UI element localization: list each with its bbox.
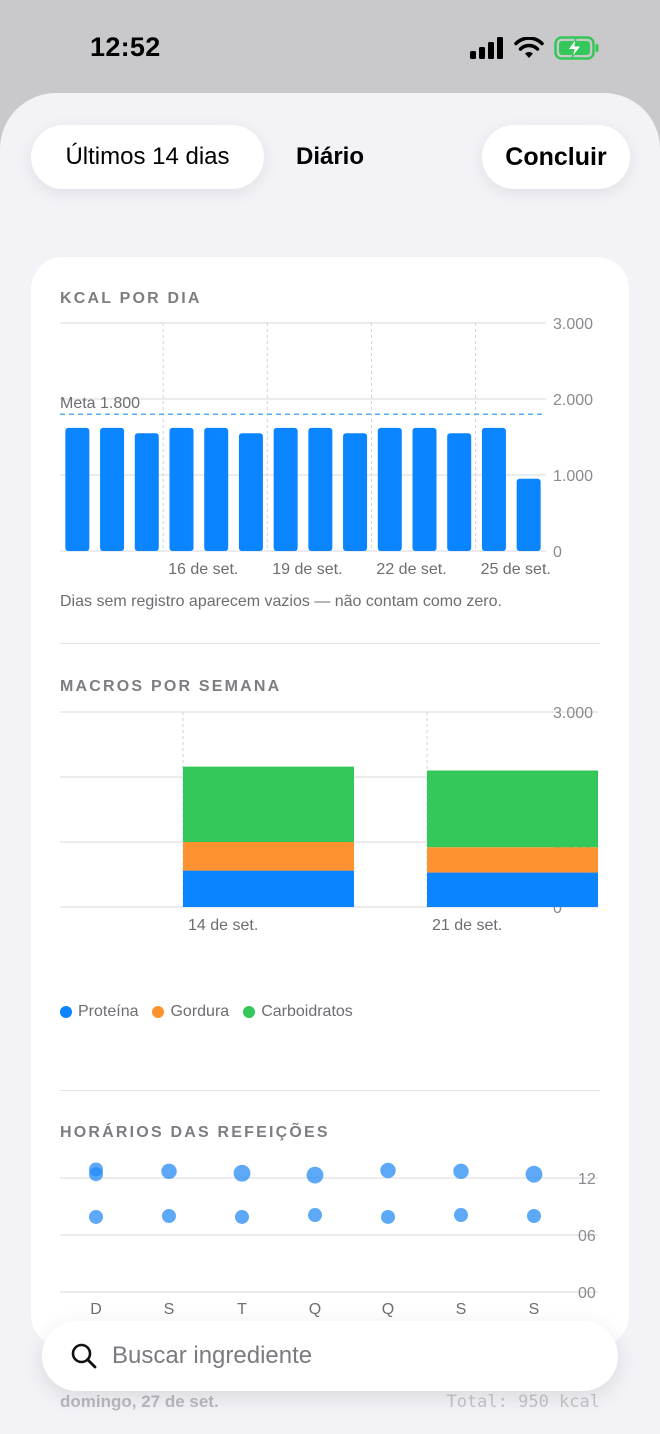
y-tick-label: 2.000 <box>553 392 593 409</box>
meal-point <box>527 1209 541 1223</box>
legend-item-fat: Gordura <box>152 1003 229 1021</box>
meal-point <box>453 1163 469 1180</box>
page-title: Diário <box>295 143 364 170</box>
y-tick-label: 00 <box>578 1285 596 1302</box>
status-icons <box>470 36 600 60</box>
y-tick-label: 0 <box>553 544 562 561</box>
x-tick-label: 19 de set. <box>272 561 342 578</box>
day-label: S <box>456 1301 467 1318</box>
x-tick-label: 21 de set. <box>432 917 502 934</box>
x-tick-label: 22 de set. <box>376 561 446 578</box>
kcal-section-title: KCAL POR DIA <box>60 290 202 307</box>
section-divider <box>60 643 600 644</box>
ingredient-search-input[interactable] <box>112 1342 552 1370</box>
wifi-icon <box>514 37 544 58</box>
meal-point <box>89 1209 103 1224</box>
y-tick-label: 12 <box>578 1171 596 1188</box>
day-label: S <box>529 1301 540 1318</box>
goal-label: Meta 1.800 <box>60 395 140 412</box>
day-label: S <box>164 1301 175 1318</box>
meal-point <box>89 1162 103 1177</box>
meal-point <box>380 1162 396 1179</box>
kcal-bar <box>447 433 472 551</box>
meal-point <box>233 1164 251 1182</box>
legend-label-fat: Gordura <box>170 1003 230 1020</box>
protein-segment <box>183 870 354 907</box>
kcal-bar <box>238 433 263 551</box>
kcal-bar <box>273 427 298 551</box>
y-tick-label: 3.000 <box>553 705 593 722</box>
y-tick-label: 0 <box>553 900 562 917</box>
day-footer-row: domingo, 27 de set. Total: 950 kcal <box>60 1392 600 1412</box>
meal-point <box>306 1166 324 1184</box>
legend-label-carbs: Carboidratos <box>261 1003 353 1020</box>
done-button[interactable]: Concluir <box>482 125 630 189</box>
carbs-segment <box>183 766 354 842</box>
day-label: D <box>90 1301 102 1318</box>
meals-section-title: HORÁRIOS DAS REFEIÇÕES <box>60 1124 330 1141</box>
status-time: 12:52 <box>90 32 161 62</box>
day-label: Q <box>382 1301 394 1318</box>
y-tick-label: 3.000 <box>553 316 593 333</box>
stats-card: KCAL POR DIA 0 1.000 2.000 3.000 16 de set. 1… <box>31 257 629 1347</box>
kcal-chart: 0 1.000 2.000 3.000 16 de set. 19 de set. 22 d… <box>60 316 593 578</box>
journal-sheet: Últimos 14 dias Diário Concluir KCAL POR… <box>0 93 660 1434</box>
section-divider <box>60 1090 600 1091</box>
day-label: Q <box>309 1301 321 1318</box>
fat-segment <box>427 847 598 873</box>
day-total-label: Total: 950 kcal <box>446 1392 600 1412</box>
kcal-bar <box>308 427 333 551</box>
meal-point <box>161 1163 177 1180</box>
legend-label-protein: Proteína <box>78 1003 139 1020</box>
kcal-bar <box>343 433 368 551</box>
meal-point <box>454 1208 468 1223</box>
kcal-bar <box>377 427 402 551</box>
meals-chart: 00061218DSTQQSS <box>60 1162 598 1318</box>
x-tick-label: 16 de set. <box>168 561 238 578</box>
legend-item-protein: Proteína <box>60 1003 138 1021</box>
protein-segment <box>427 872 598 907</box>
legend-swatch-fat <box>152 1006 165 1018</box>
kcal-bar <box>516 478 541 551</box>
legend-item-carbs: Carboidratos <box>243 1003 353 1021</box>
kcal-bar <box>412 427 437 551</box>
meal-point <box>525 1165 543 1183</box>
kcal-note: Dias sem registro aparecem vazios — não … <box>60 593 502 610</box>
y-tick-label: 1.000 <box>553 468 593 485</box>
cellular-signal-icon <box>470 37 503 59</box>
status-bar: 12:52 <box>0 0 660 95</box>
meal-point <box>162 1209 176 1223</box>
kcal-bar <box>100 427 125 551</box>
y-tick-label: 06 <box>578 1228 596 1245</box>
meal-point <box>308 1208 322 1223</box>
legend-swatch-carbs <box>243 1006 256 1018</box>
macros-legend: Proteína Gordura Carboidratos <box>60 1003 353 1021</box>
meal-point <box>235 1209 249 1224</box>
meal-point <box>381 1209 395 1224</box>
x-tick-label: 25 de set. <box>481 561 551 578</box>
legend-swatch-protein <box>60 1006 72 1018</box>
x-tick-label: 14 de set. <box>188 917 258 934</box>
kcal-bar <box>204 427 229 551</box>
kcal-bar <box>65 427 90 551</box>
battery-charging-icon <box>554 36 599 60</box>
search-bar[interactable] <box>42 1321 618 1391</box>
kcal-bar <box>134 433 159 551</box>
range-selector-button[interactable]: Últimos 14 dias <box>31 125 264 189</box>
kcal-bar <box>481 427 506 551</box>
search-icon <box>71 1343 97 1369</box>
macros-section-title: MACROS POR SEMANA <box>60 678 282 695</box>
day-label: T <box>237 1301 247 1318</box>
fat-segment <box>183 842 354 871</box>
carbs-segment <box>427 770 598 848</box>
day-date-label: domingo, 27 de set. <box>60 1392 219 1411</box>
kcal-bar <box>169 427 194 551</box>
